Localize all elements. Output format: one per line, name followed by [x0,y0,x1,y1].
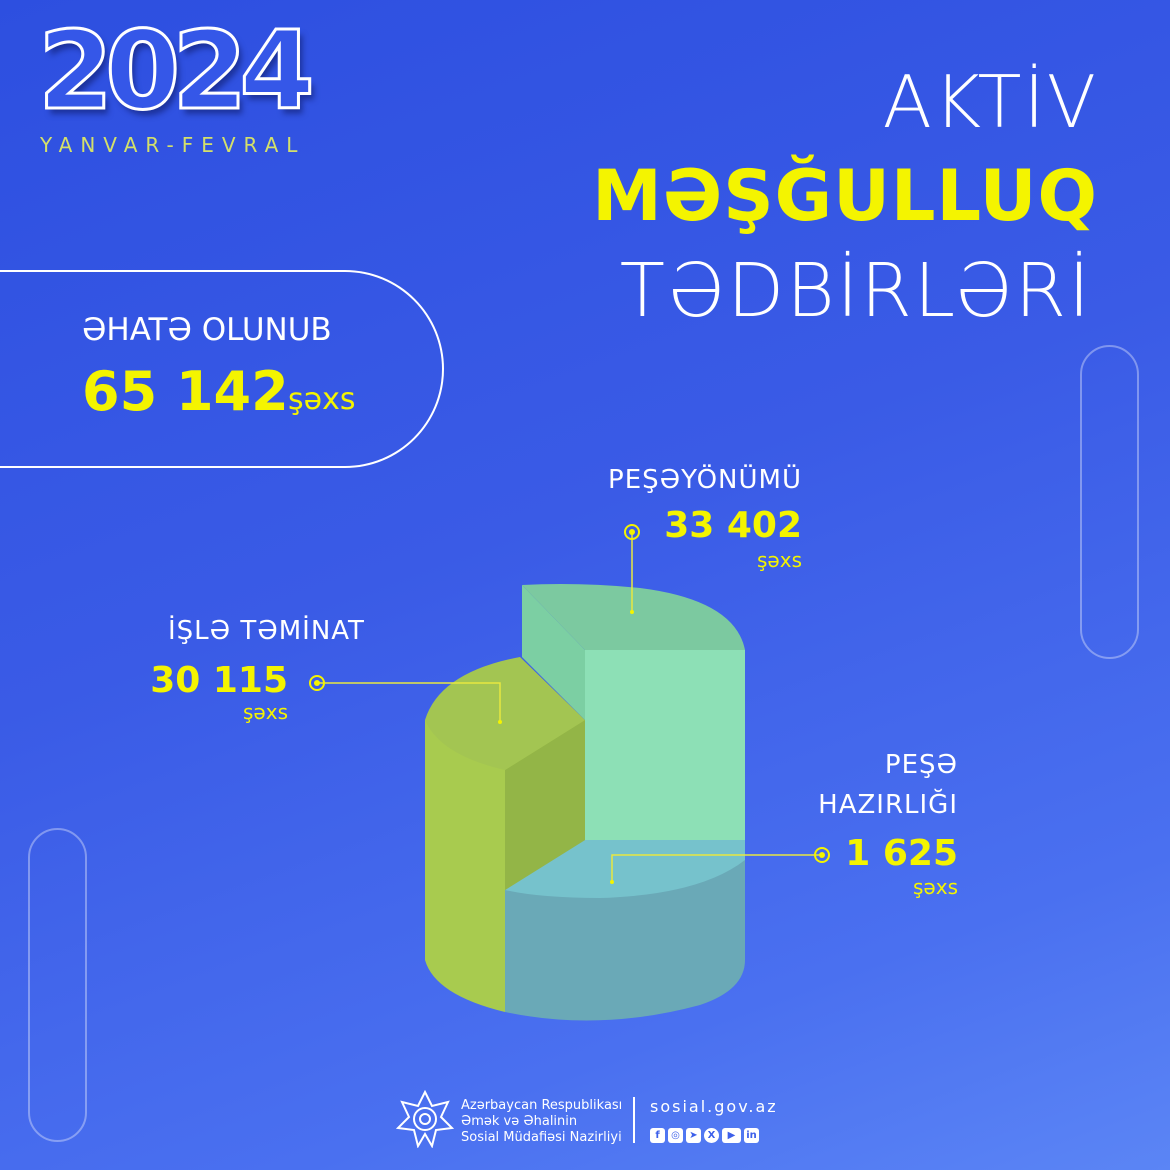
org-name-line-3: Sosial Müdafiəsi Nazirliyi [461,1130,622,1145]
category-label-peshe-hazirligi-1: PEŞƏ [884,750,958,780]
summary-value: 65 142 [82,360,289,423]
slice-peseyonumu-top [522,584,745,650]
slice-isle-teminat [425,657,585,1012]
slice-isle-teminat-inner [505,720,585,890]
period: YANVAR-FEVRAL [40,133,306,157]
category-label-isle-teminat: İŞLƏ TƏMİNAT [168,616,365,646]
instagram-icon[interactable]: ◎ [668,1128,683,1143]
value-label-isle-teminat: 30 115 [150,660,288,701]
unit-label-isle-teminat: şəxs [243,700,288,724]
ministry-logo [395,1089,455,1149]
decorative-frame [1080,345,1139,659]
summary-unit: şəxs [288,382,356,417]
facebook-icon[interactable]: f [650,1128,665,1143]
footer-divider [633,1097,635,1143]
year: 2024 [37,9,317,134]
marker-peshe-hazirligi [814,847,830,863]
leader-line-peshe-hazirligi [611,854,822,882]
org-name-line-2: Əmək və Əhalinin [461,1114,578,1129]
decorative-frame [28,828,87,1142]
x-icon[interactable]: X [704,1128,719,1143]
summary-label: ƏHATƏ OLUNUB [82,312,332,348]
value-label-peshe-hazirligi: 1 625 [845,833,958,874]
marker-peseyonumu [624,524,640,540]
title-line-3: TƏDBİRLƏRİ [619,248,1092,334]
title-line-1: AKTİV [882,60,1098,144]
unit-label-peshe-hazirligi: şəxs [913,875,958,899]
slice-peseyonumu-left [522,585,585,720]
leader-line-isle-teminat [317,682,501,722]
marker-isle-teminat [309,675,325,691]
telegram-icon[interactable]: ➤ [686,1128,701,1143]
value-label-peseyonumu: 33 402 [664,505,802,546]
youtube-icon[interactable]: ▶ [722,1128,741,1143]
title-line-2: MƏŞĞULLUQ [592,155,1098,237]
slice-peseyonumu-front [585,650,745,840]
category-label-peseyonumu: PEŞƏYÖNÜMÜ [608,465,802,495]
unit-label-peseyonumu: şəxs [757,548,802,572]
linkedin-icon[interactable]: in [744,1128,759,1143]
website-link[interactable]: sosial.gov.az [650,1097,778,1116]
social-icons: f ◎ ➤ X ▶ in [650,1123,762,1143]
slice-peseyonumu [522,584,745,840]
summary-pill [0,270,444,468]
category-label-peshe-hazirligi-2: HAZIRLIĞI [818,790,958,820]
slice-isle-teminat-top [425,657,585,770]
org-name-line-1: Azərbaycan Respublikası [461,1098,623,1113]
